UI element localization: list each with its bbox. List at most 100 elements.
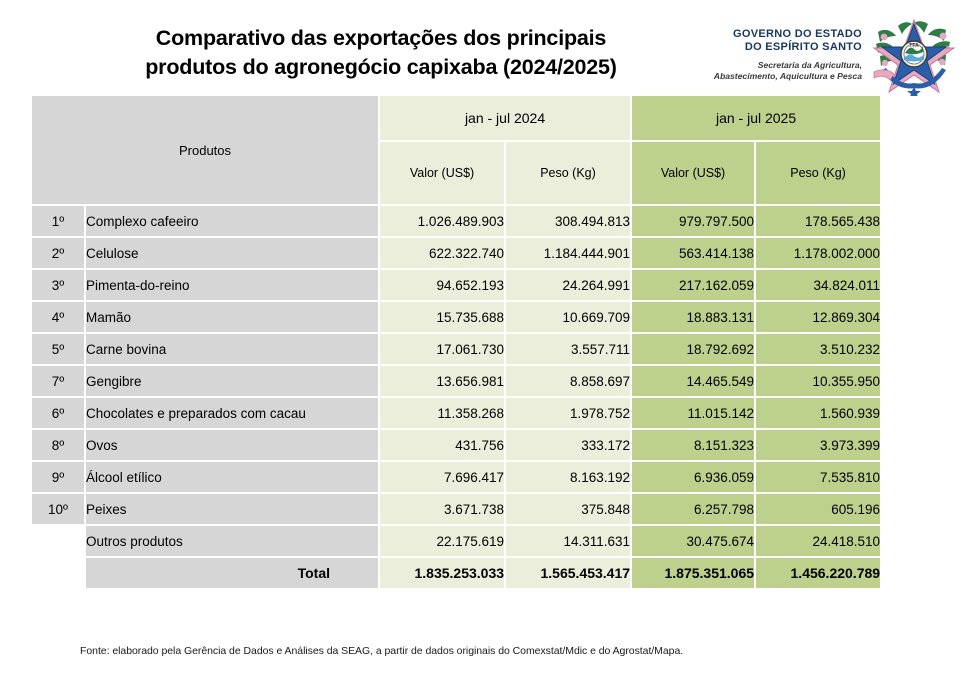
row-product-name: Peixes	[86, 494, 381, 526]
row-valor-2025: 979.797.500	[632, 206, 757, 238]
row-valor-2024: 3.671.738	[380, 494, 507, 526]
column-header-valor-2025: Valor (US$)	[632, 142, 757, 206]
row-valor-2025: 217.162.059	[632, 270, 757, 302]
row-rank: 1º	[32, 206, 86, 238]
row-valor-2024: 94.652.193	[380, 270, 507, 302]
table-header-subrow: Valor (US$) Peso (Kg) Valor (US$) Peso (…	[32, 142, 881, 206]
table-row: 2º Celulose 622.322.740 1.184.444.901 563.41…	[32, 238, 881, 270]
row-peso-2024: 8.163.192	[506, 462, 633, 494]
row-valor-2024: 13.656.981	[380, 366, 507, 398]
page-header: Comparativo das exportações dos principa…	[0, 0, 979, 96]
row-product-name: Complexo cafeeiro	[86, 206, 381, 238]
page-title-line-1: Comparativo das exportações dos principa…	[155, 26, 607, 50]
row-valor-2024: 7.696.417	[380, 462, 507, 494]
row-peso-2025: 34.824.011	[756, 270, 881, 302]
page-title-line-2: produtos do agronegócio capixaba (2024/2…	[145, 55, 617, 80]
row-product-name: Celulose	[86, 238, 381, 270]
total-label: Total	[86, 558, 381, 590]
row-rank: 7º	[32, 366, 86, 398]
row-product-name: Chocolates e preparados com cacau	[86, 398, 381, 430]
row-valor-2024: 11.358.268	[380, 398, 507, 430]
row-product-name: Carne bovina	[86, 334, 381, 366]
row-rank: 2º	[32, 238, 86, 270]
row-valor-2024: 622.322.740	[380, 238, 507, 270]
row-peso-2024: 3.557.711	[506, 334, 633, 366]
table-row: Outros produtos 22.175.619 14.311.631 30.47…	[32, 526, 881, 558]
row-valor-2025: 18.883.131	[632, 302, 757, 334]
total-valor-2025: 1.875.351.065	[632, 558, 757, 590]
logo-secretariat-name: Secretaria da Agricultura, Abastecimento…	[668, 60, 862, 82]
row-valor-2024: 17.061.730	[380, 334, 507, 366]
row-product-name: Álcool etílico	[86, 462, 381, 494]
logo-gov-line-2: DO ESPÍRITO SANTO	[744, 41, 862, 54]
row-peso-2025: 605.196	[756, 494, 881, 526]
row-rank: 5º	[32, 334, 86, 366]
row-peso-2025: 10.355.950	[756, 366, 881, 398]
row-valor-2024: 15.735.688	[380, 302, 507, 334]
exports-table-container: Produtos jan - jul 2024 jan - jul 2025 V…	[0, 96, 979, 590]
table-row: 6º Chocolates e preparados com cacau 11.35…	[32, 398, 881, 430]
row-rank: 4º	[32, 302, 86, 334]
table-row: 10º Peixes 3.671.738 375.848 6.257.798 605.19…	[32, 494, 881, 526]
row-valor-2025: 18.792.692	[632, 334, 757, 366]
table-row: 9º Álcool etílico 7.696.417 8.163.192 6.936.…	[32, 462, 881, 494]
logo-government-name: GOVERNO DO ESTADO DO ESPÍRITO SANTO	[668, 28, 862, 55]
total-rank	[32, 558, 86, 590]
table-body: 1º Complexo cafeeiro 1.026.489.903 308.494.…	[32, 206, 881, 590]
row-valor-2025: 14.465.549	[632, 366, 757, 398]
column-group-header-2024: jan - jul 2024	[380, 96, 633, 142]
table-total-row: Total 1.835.253.033 1.565.453.417 1.875.351…	[32, 558, 881, 590]
row-valor-2025: 11.015.142	[632, 398, 757, 430]
row-product-name: Ovos	[86, 430, 381, 462]
row-valor-2025: 563.414.138	[632, 238, 757, 270]
row-peso-2025: 12.869.304	[756, 302, 881, 334]
row-peso-2025: 3.510.232	[756, 334, 881, 366]
row-rank	[32, 526, 86, 558]
exports-comparison-table: Produtos jan - jul 2024 jan - jul 2025 V…	[32, 96, 881, 590]
column-header-produtos: Produtos	[32, 96, 381, 206]
row-product-name: Gengibre	[86, 366, 381, 398]
row-peso-2025: 7.535.810	[756, 462, 881, 494]
table-row: 4º Mamão 15.735.688 10.669.709 18.883.131 12.…	[32, 302, 881, 334]
row-peso-2024: 8.858.697	[506, 366, 633, 398]
row-rank: 9º	[32, 462, 86, 494]
row-rank: 8º	[32, 430, 86, 462]
logo-gov-line-1: GOVERNO DO ESTADO	[733, 28, 862, 40]
row-valor-2025: 6.936.059	[632, 462, 757, 494]
row-valor-2025: 30.475.674	[632, 526, 757, 558]
table-row: 8º Ovos 431.756 333.172 8.151.323 3.973.399	[32, 430, 881, 462]
svg-text:TFA: TFA	[909, 43, 919, 49]
row-peso-2024: 375.848	[506, 494, 633, 526]
row-product-name: Mamão	[86, 302, 381, 334]
total-peso-2024: 1.565.453.417	[506, 558, 633, 590]
row-peso-2024: 24.264.991	[506, 270, 633, 302]
table-row: 3º Pimenta-do-reino 94.652.193 24.264.991 21…	[32, 270, 881, 302]
row-valor-2024: 1.026.489.903	[380, 206, 507, 238]
row-peso-2025: 24.418.510	[756, 526, 881, 558]
page-title: Comparativo das exportações dos principa…	[96, 24, 666, 82]
row-peso-2024: 333.172	[506, 430, 633, 462]
government-logo: GOVERNO DO ESTADO DO ESPÍRITO SANTO Secr…	[668, 14, 964, 96]
table-row: 1º Complexo cafeeiro 1.026.489.903 308.494.…	[32, 206, 881, 238]
column-header-valor-2024: Valor (US$)	[380, 142, 507, 206]
row-rank: 10º	[32, 494, 86, 526]
table-header-group-row: Produtos jan - jul 2024 jan - jul 2025	[32, 96, 881, 206]
total-peso-2025: 1.456.220.789	[756, 558, 881, 590]
logo-text-block: GOVERNO DO ESTADO DO ESPÍRITO SANTO Secr…	[668, 28, 862, 82]
logo-sec-line-1: Secretaria da Agricultura,	[757, 59, 862, 70]
table-row: 5º Carne bovina 17.061.730 3.557.711 18.792.…	[32, 334, 881, 366]
row-peso-2024: 14.311.631	[506, 526, 633, 558]
row-peso-2025: 3.973.399	[756, 430, 881, 462]
source-footnote: Fonte: elaborado pela Gerência de Dados …	[80, 645, 684, 657]
table-row: 7º Gengibre 13.656.981 8.858.697 14.465.549 1…	[32, 366, 881, 398]
row-peso-2025: 1.560.939	[756, 398, 881, 430]
column-header-peso-2024: Peso (Kg)	[506, 142, 633, 206]
logo-sec-line-2: Abastecimento, Aquicultura e Pesca	[713, 70, 862, 81]
row-rank: 3º	[32, 270, 86, 302]
column-group-header-2025: jan - jul 2025	[632, 96, 881, 142]
table-head: Produtos jan - jul 2024 jan - jul 2025 V…	[32, 96, 881, 206]
row-peso-2024: 1.184.444.901	[506, 238, 633, 270]
row-product-name: Outros produtos	[86, 526, 381, 558]
row-peso-2025: 178.565.438	[756, 206, 881, 238]
